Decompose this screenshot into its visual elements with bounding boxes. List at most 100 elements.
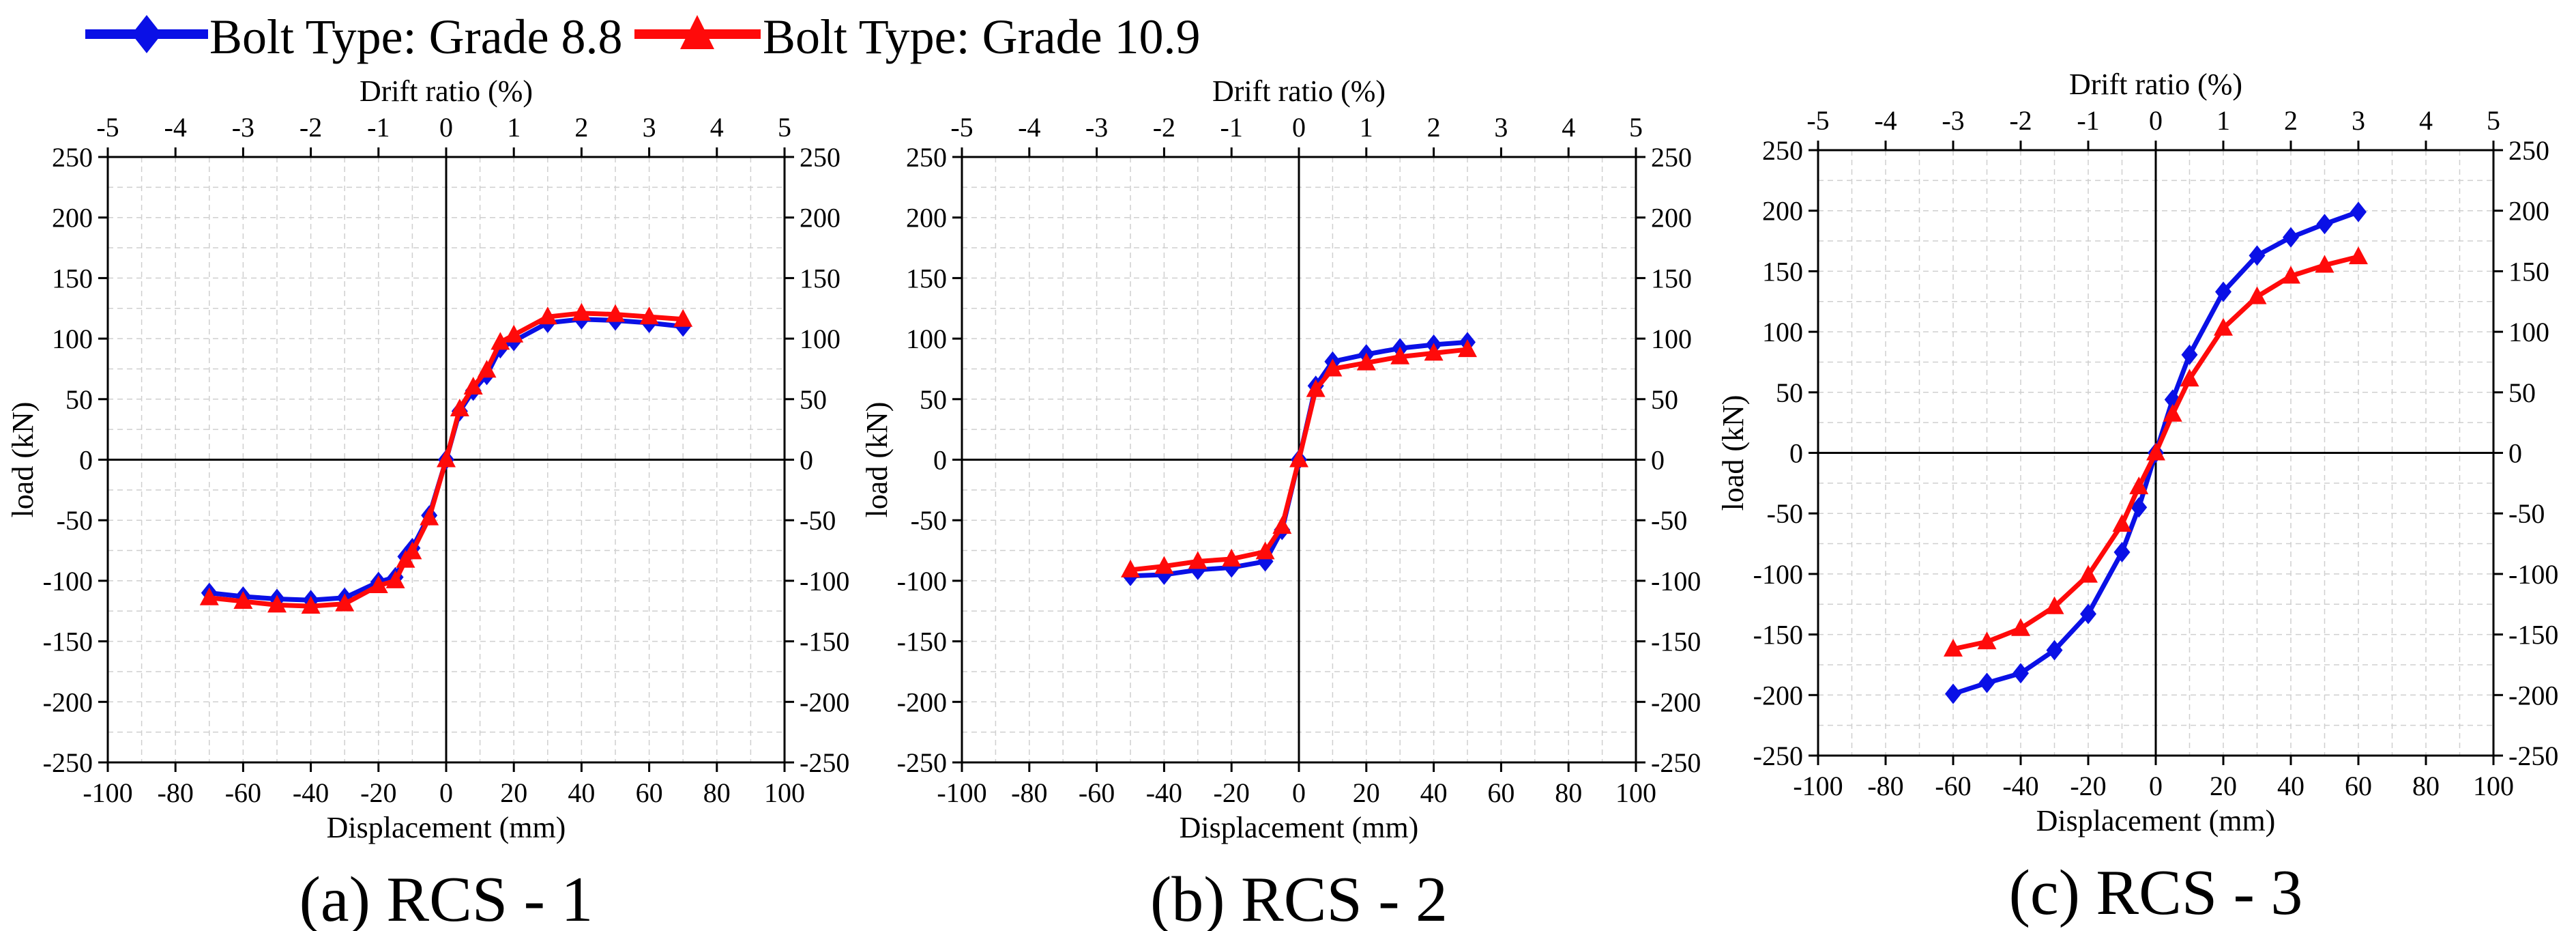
x-tick-label: 100 <box>764 777 805 808</box>
x-axis-label: Displacement (mm) <box>327 811 566 844</box>
data-point-diamond <box>2249 245 2266 266</box>
y-tick-label-left: -200 <box>43 687 93 717</box>
x-tick-label: -60 <box>225 777 261 808</box>
y-tick-label-right: -100 <box>800 566 849 597</box>
y-tick-label-right: -150 <box>2508 620 2558 650</box>
chart-rcs-1: -100 -80 -60 -40 -20 0 20 40 60 80 100-5 -4 -3 -2 -1 0 1… <box>6 74 849 931</box>
data-point-triangle <box>385 570 405 588</box>
data-point-diamond <box>1945 683 1961 704</box>
y-tick-label-left: -100 <box>897 566 947 597</box>
y-tick-label-right: -200 <box>800 687 849 717</box>
y-tick-label-right: 100 <box>1651 324 1692 354</box>
data-point-triangle <box>368 575 388 593</box>
y-tick-label-right: -200 <box>1651 687 1701 717</box>
x-tick-label: -40 <box>1146 777 1182 808</box>
x2-tick-label: 1 <box>507 112 521 143</box>
legend-label-grade-10-9: Bolt Type: Grade 10.9 <box>763 10 1201 64</box>
data-point-triangle <box>450 398 469 416</box>
y-tick-label-right: -150 <box>1651 627 1701 657</box>
y-tick-label-left: 100 <box>52 324 93 354</box>
x2-tick-label: 3 <box>1494 112 1508 143</box>
x-tick-label: 40 <box>1420 777 1448 808</box>
y-tick-label-left: 250 <box>906 142 947 173</box>
y-tick-label-right: 200 <box>800 203 840 233</box>
y-tick-label-right: 250 <box>2508 135 2549 166</box>
x2-tick-label: -2 <box>299 112 322 143</box>
x2-tick-label: -1 <box>2077 105 2099 136</box>
x-tick-label: -100 <box>937 777 986 808</box>
data-point-triangle <box>402 541 422 560</box>
data-point-triangle <box>477 360 497 378</box>
x2-tick-label: -5 <box>96 112 119 143</box>
x-tick-label: -40 <box>2002 771 2038 801</box>
x-tick-label: 80 <box>703 777 731 808</box>
x-tick-label: -20 <box>360 777 396 808</box>
y-tick-label-left: 150 <box>52 263 93 293</box>
x2-tick-label: -3 <box>232 112 254 143</box>
subplot-title: (a) RCS - 1 <box>299 864 594 931</box>
data-point-diamond <box>2283 227 2299 248</box>
x2-tick-label: 0 <box>439 112 453 143</box>
x2-tick-label: 4 <box>1562 112 1575 143</box>
data-point-diamond <box>2131 497 2148 518</box>
y-tick-label-right: -50 <box>1651 505 1687 536</box>
data-point-triangle <box>199 587 219 605</box>
y-tick-label-right: 0 <box>2508 438 2522 469</box>
y-tick-label-right: -100 <box>2508 559 2558 590</box>
data-point-diamond <box>2215 281 2231 302</box>
x-tick-label: -20 <box>1214 777 1250 808</box>
data-point-triangle <box>1323 358 1343 377</box>
y-axis-label: load (kN) <box>6 402 40 518</box>
x2-tick-label: -4 <box>164 112 187 143</box>
data-point-triangle <box>2247 286 2267 304</box>
data-point-triangle <box>572 302 591 321</box>
data-point-triangle <box>639 306 659 325</box>
x2-tick-label: -3 <box>1085 112 1108 143</box>
x2-tick-label: 0 <box>1292 112 1306 143</box>
y-tick-label-left: 250 <box>52 142 93 173</box>
data-point-diamond <box>2181 344 2198 365</box>
x2-tick-label: 4 <box>2419 105 2433 136</box>
x-tick-label: -40 <box>293 777 329 808</box>
y-tick-label-left: 50 <box>65 384 93 415</box>
y-tick-label-right: -50 <box>800 505 836 536</box>
subplot-title: (b) RCS - 2 <box>1150 864 1448 931</box>
x2-tick-label: 5 <box>2487 105 2500 136</box>
data-point-triangle <box>2112 514 2132 532</box>
data-point-triangle <box>1255 541 1275 560</box>
y-tick-label-left: -100 <box>43 566 93 597</box>
data-point-triangle <box>538 306 557 325</box>
data-point-diamond <box>2350 201 2367 223</box>
data-point-triangle <box>1306 379 1326 397</box>
x-tick-label: 20 <box>500 777 527 808</box>
data-point-diamond <box>1978 672 1995 693</box>
x2-tick-label: -2 <box>2009 105 2032 136</box>
y-tick-label-right: 250 <box>1651 142 1692 173</box>
y-tick-label-left: 0 <box>933 445 947 476</box>
y-tick-label-left: 150 <box>906 263 947 293</box>
data-point-triangle <box>2129 476 2149 495</box>
x2-axis-label: Drift ratio (%) <box>1212 74 1386 108</box>
y-tick-label-left: -250 <box>897 747 947 778</box>
x2-tick-label: 5 <box>778 112 791 143</box>
x2-tick-label: -5 <box>950 112 973 143</box>
x-tick-label: 0 <box>2149 771 2163 801</box>
x-tick-label: 100 <box>2473 771 2514 801</box>
data-point-triangle <box>2214 317 2233 336</box>
x-tick-label: 40 <box>2277 771 2304 801</box>
x-tick-label: -80 <box>1867 771 1903 801</box>
y-tick-label-left: -200 <box>1753 680 1803 711</box>
data-point-triangle <box>1977 631 1997 650</box>
data-point-triangle <box>1121 559 1140 577</box>
x-tick-label: 60 <box>1487 777 1514 808</box>
x-tick-label: -100 <box>83 777 132 808</box>
data-point-diamond <box>2316 214 2333 235</box>
data-point-triangle <box>233 591 253 610</box>
x2-tick-label: -4 <box>1018 112 1040 143</box>
data-point-triangle <box>491 332 510 350</box>
x-tick-label: -60 <box>1079 777 1115 808</box>
x-tick-label: 40 <box>568 777 595 808</box>
data-point-triangle <box>2163 403 2182 422</box>
x2-tick-label: 0 <box>2149 105 2163 136</box>
y-tick-label-left: 0 <box>79 445 93 476</box>
